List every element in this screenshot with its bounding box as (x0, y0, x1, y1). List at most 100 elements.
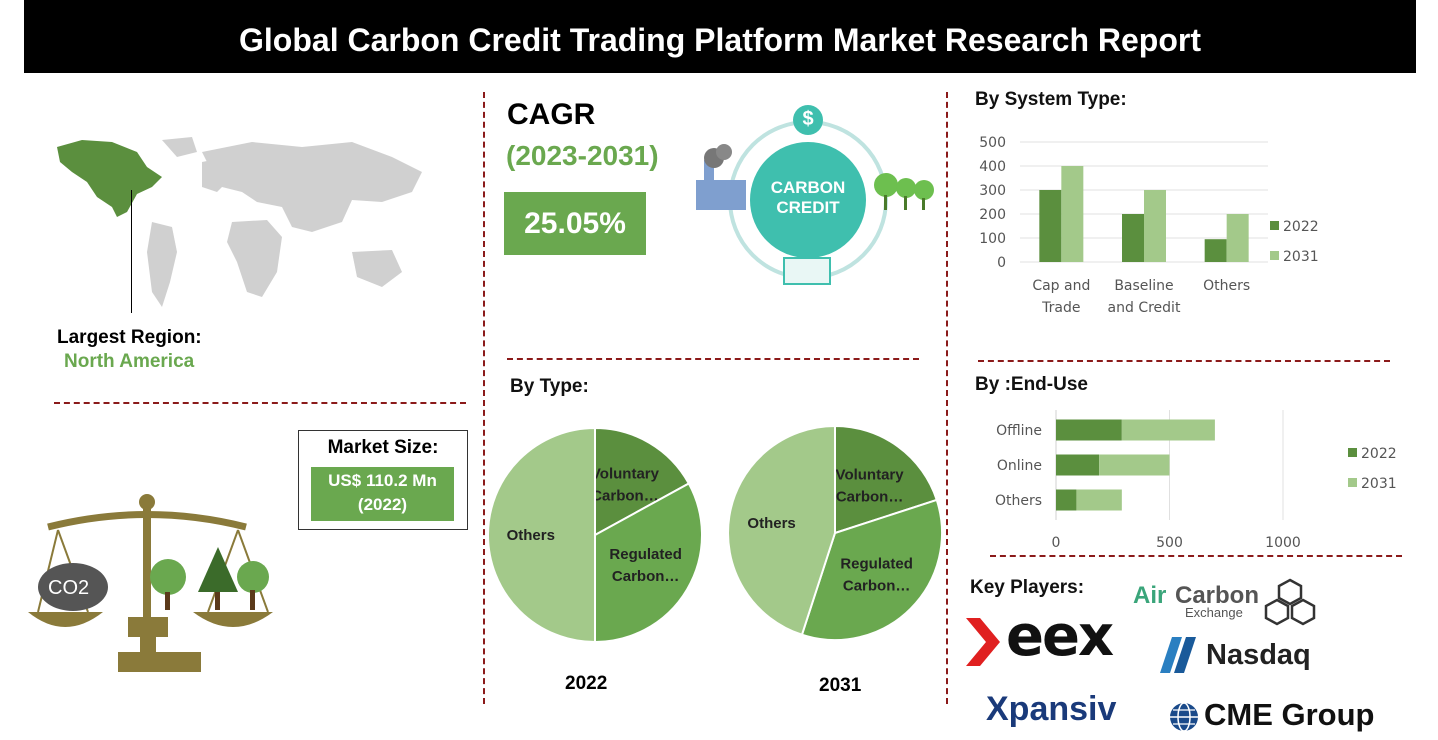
legend-label-2022: 2022 (1283, 219, 1319, 235)
cagr-period: (2023-2031) (506, 140, 659, 171)
globe-icon (1170, 702, 1198, 732)
cagr-value: 25.05% (504, 192, 646, 255)
legend-swatch-2031 (1270, 251, 1279, 260)
largest-region-value: North America (64, 351, 195, 372)
carbon-credit-graphic (696, 105, 934, 285)
divider-horizontal-right-bottom (990, 555, 1402, 557)
pie-label: Regulated (609, 546, 682, 563)
system-type-title: By System Type: (975, 89, 1127, 110)
legend-swatch-2022 (1270, 221, 1279, 230)
x-tick-label: 0 (1052, 535, 1061, 551)
co2-label: CO2 (48, 577, 90, 599)
xpansiv-logo: Xpansiv (986, 690, 1117, 728)
nasdaq-logo-text: Nasdaq (1206, 639, 1311, 671)
x-tick-label: Others (1203, 278, 1250, 294)
map-pointer-line (131, 190, 132, 313)
aircarbon-logo: Air Carbon Exchange (1133, 578, 1323, 628)
pie-slice (594, 482, 703, 644)
bar-2022 (1056, 454, 1100, 476)
divider-horizontal-right-top (978, 360, 1390, 362)
pie-label: Carbon… (836, 488, 904, 505)
bar-2031 (1076, 489, 1122, 511)
pie-caption-2022: 2022 (565, 673, 608, 694)
pie-slice (594, 426, 691, 537)
eex-logo-text: eex (1006, 604, 1114, 669)
x-tick-label: Baseline (1114, 278, 1173, 294)
x-tick-label: and Credit (1108, 300, 1181, 316)
bar-2031 (1226, 214, 1249, 262)
y-tick-label: 500 (979, 135, 1006, 151)
carbon-credit-line2: CREDIT (776, 198, 840, 217)
bar-2031 (1144, 190, 1166, 262)
divider-horizontal-middle (507, 358, 919, 360)
y-tick-label: 300 (979, 183, 1006, 199)
pie-slice (800, 498, 943, 641)
market-size-value-box: US$ 110.2 Mn (2022) (311, 467, 454, 521)
nasdaq-n-icon (1160, 637, 1196, 673)
pie-slice (487, 426, 596, 644)
cme-logo-text: CME Group (1204, 697, 1375, 732)
system-type-chart: 0 100 200 300 400 500 Cap and Trade Baseline and … (979, 135, 1319, 316)
divider-horizontal-left (54, 402, 466, 404)
balance-scale-icon (28, 494, 273, 672)
legend-label-2031: 2031 (1361, 476, 1397, 492)
carbon-credit-line1: CARBON (770, 178, 846, 197)
bar-2022 (1039, 190, 1062, 262)
y-tick-label: 0 (997, 255, 1006, 271)
market-size-box: Market Size: US$ 110.2 Mn (2022) (298, 430, 468, 530)
bar-2031 (1099, 454, 1170, 476)
pie-slice (727, 424, 836, 637)
eex-chevron-icon (966, 618, 1000, 666)
bar-2031 (1121, 419, 1215, 441)
report-title: Global Carbon Credit Trading Platform Ma… (24, 0, 1416, 73)
bar-2022 (1056, 489, 1077, 511)
bar-2022 (1122, 214, 1144, 262)
x-tick-label: 1000 (1265, 535, 1301, 551)
aircarbon-air-text: Air (1133, 582, 1167, 609)
pie-label: Others (507, 527, 555, 544)
aircarbon-carbon-text: Carbon (1175, 582, 1259, 609)
pie-label: Others (747, 515, 795, 532)
end-use-chart: 0 500 1000 Offline Online Others 2022 2031 (995, 410, 1397, 551)
pie-label: Regulated (840, 556, 913, 573)
y-tick-label: 100 (979, 231, 1006, 247)
bar-2022 (1056, 419, 1122, 441)
legend-swatch-2031 (1348, 478, 1357, 487)
y-tick-label: 200 (979, 207, 1006, 223)
bar-2031 (1061, 166, 1084, 262)
x-tick-label: Trade (1041, 300, 1080, 316)
y-tick-label: Online (997, 458, 1042, 474)
pie-label: Carbon… (612, 568, 680, 585)
legend-swatch-2022 (1348, 448, 1357, 457)
cagr-label: CAGR (507, 98, 596, 131)
largest-region-label: Largest Region: (57, 327, 202, 348)
end-use-title: By :End-Use (975, 374, 1088, 395)
divider-vertical-left (483, 92, 485, 704)
pie-chart-2031: Voluntary Carbon… Regulated Carbon… Others (727, 424, 943, 641)
aircarbon-hexagon-icon (1264, 578, 1316, 626)
x-tick-label: 500 (1156, 535, 1183, 551)
y-tick-label: Offline (996, 423, 1042, 439)
key-players-title: Key Players: (970, 577, 1085, 598)
pie-chart-2022: Voluntary Carbon… Regulated Carbon… Others (487, 426, 703, 644)
legend-label-2031: 2031 (1283, 249, 1319, 265)
y-tick-label: Others (995, 493, 1042, 509)
x-tick-label: Cap and (1032, 278, 1090, 294)
aircarbon-exchange-text: Exchange (1185, 605, 1243, 620)
dollar-icon: $ (802, 108, 814, 130)
by-type-title: By Type: (510, 376, 589, 397)
pie-label: Carbon… (843, 578, 911, 595)
pie-slice (834, 424, 939, 535)
world-map-icon (57, 137, 422, 307)
market-size-year: (2022) (357, 495, 408, 514)
market-size-value: US$ 110.2 Mn (328, 471, 437, 490)
pie-label: Carbon… (591, 487, 659, 504)
bar-2022 (1204, 239, 1227, 262)
y-tick-label: 400 (979, 159, 1006, 175)
pie-caption-2031: 2031 (819, 675, 862, 696)
divider-vertical-right (946, 92, 948, 704)
pie-label: Voluntary (591, 465, 660, 482)
market-size-label: Market Size: (327, 437, 439, 458)
legend-label-2022: 2022 (1361, 446, 1397, 462)
pie-label: Voluntary (836, 466, 905, 483)
